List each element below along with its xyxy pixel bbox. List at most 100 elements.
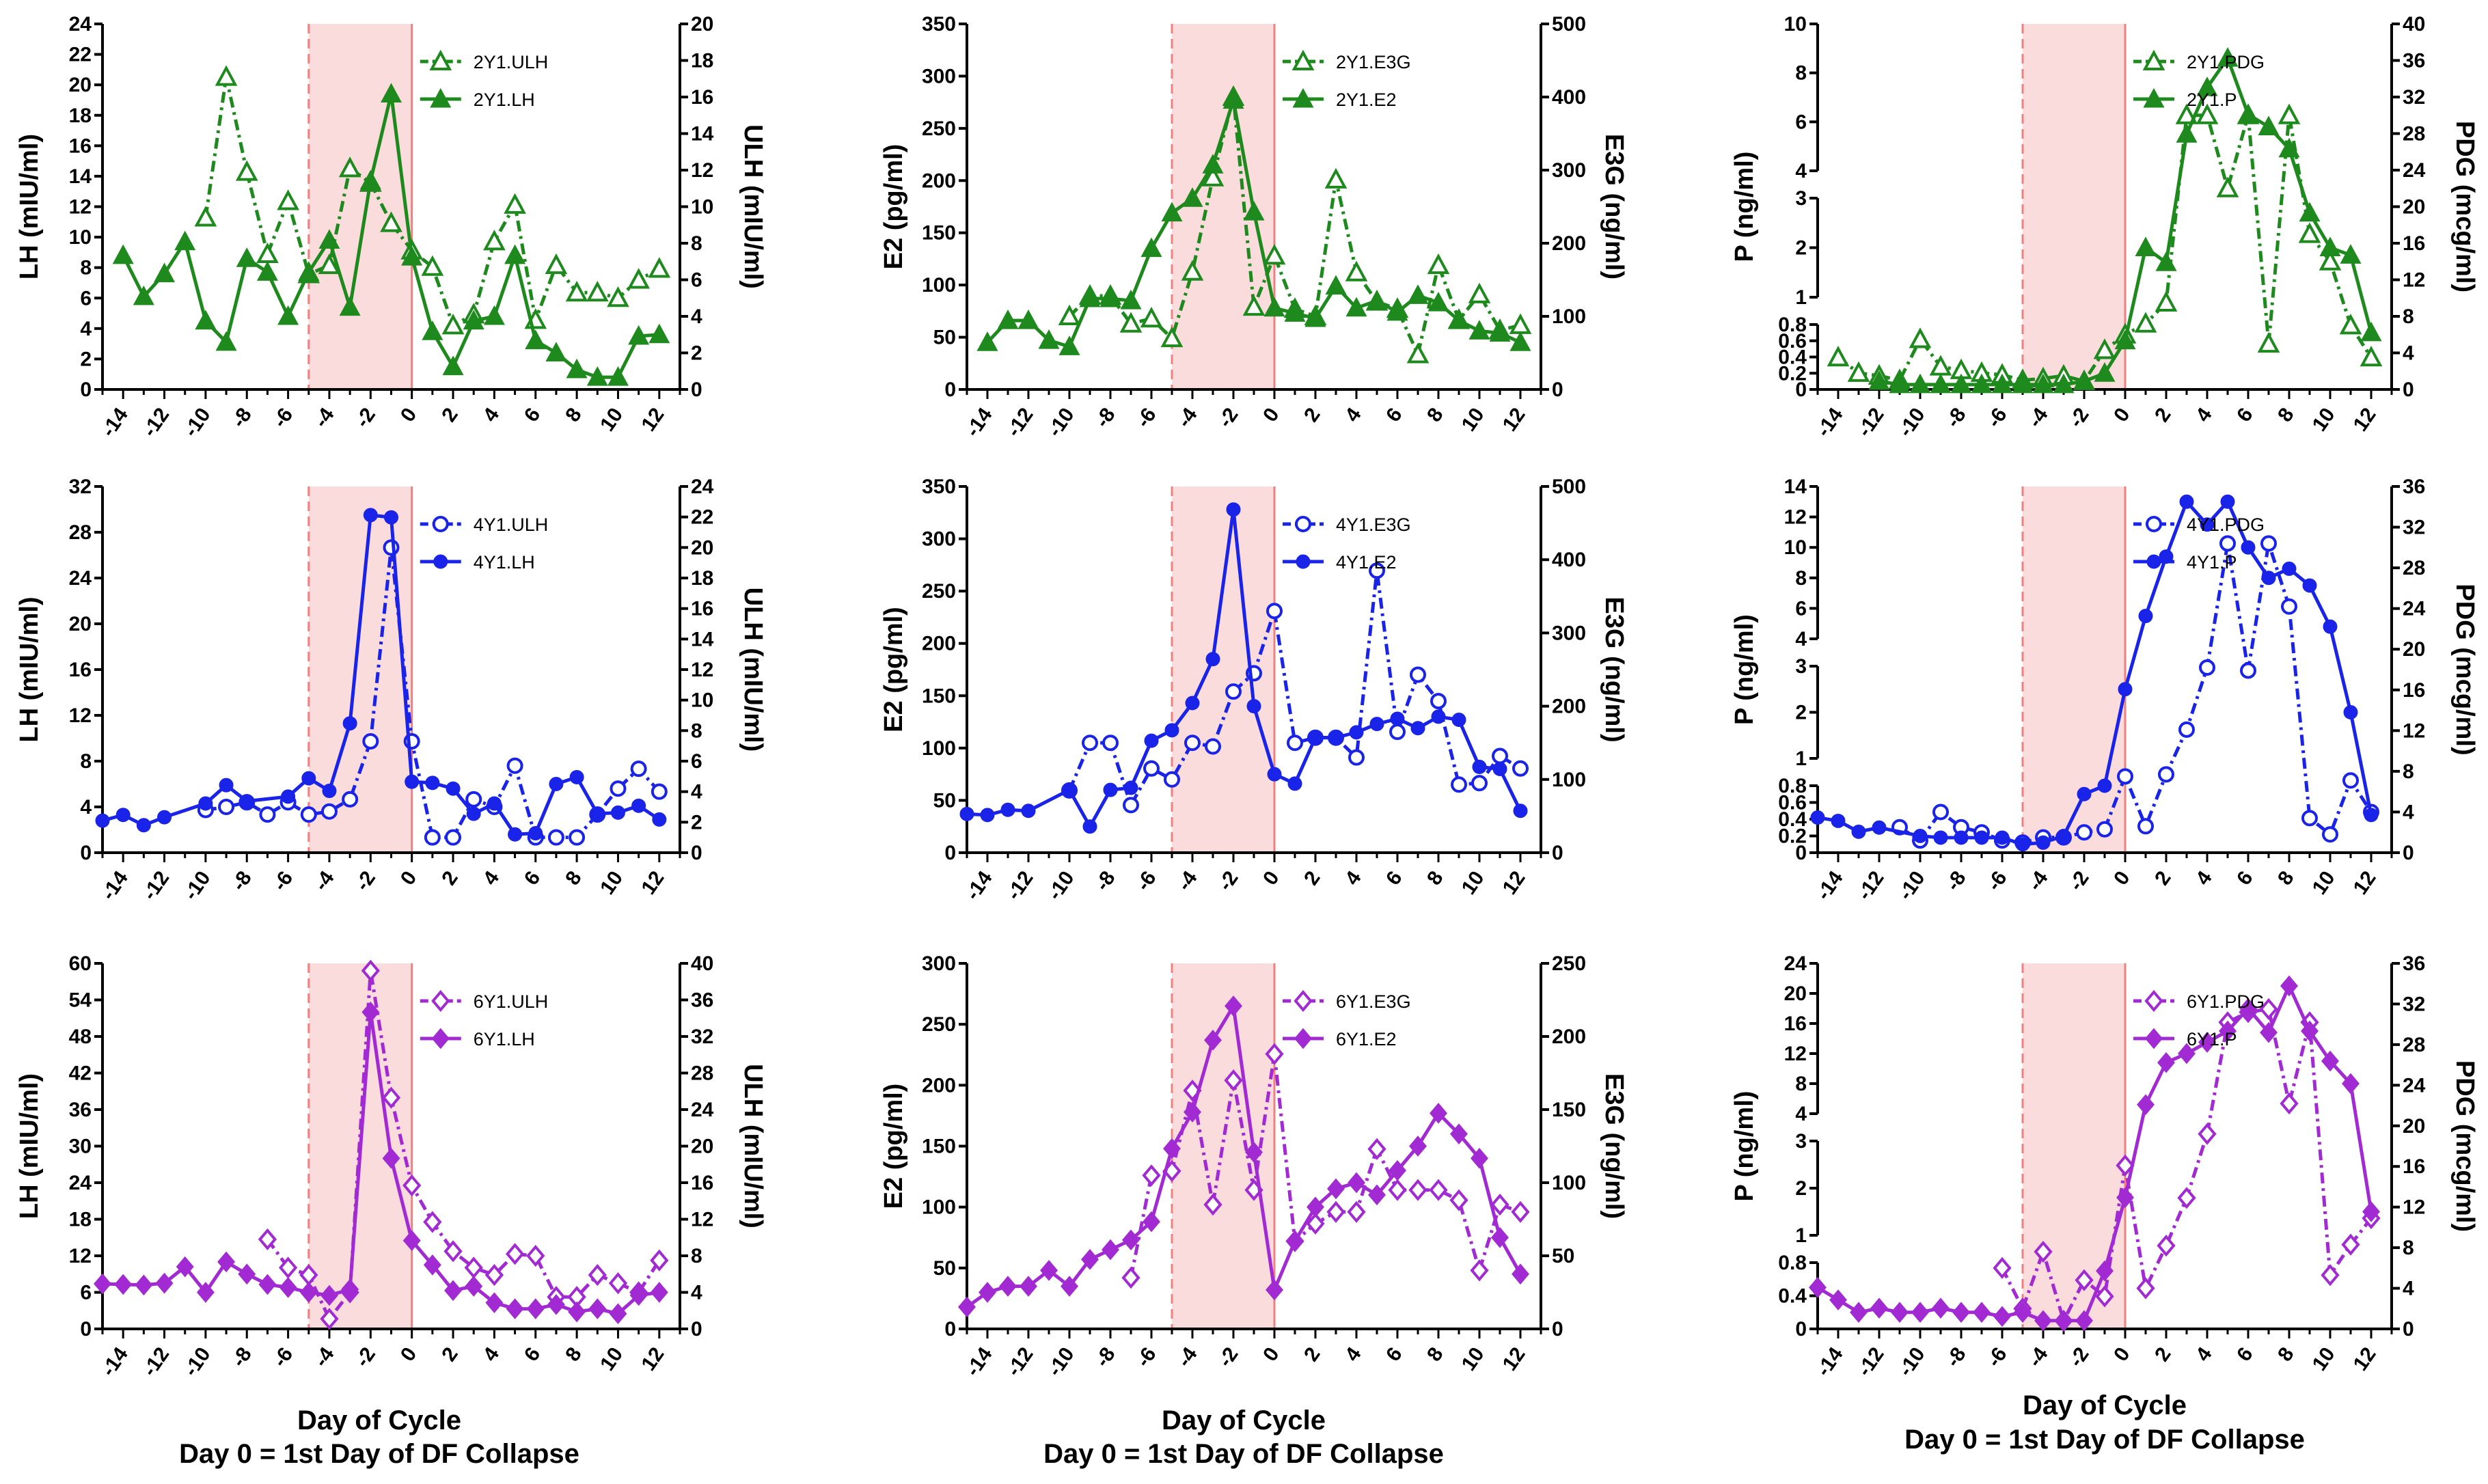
data-point — [1102, 1239, 1119, 1261]
data-point — [2177, 1187, 2196, 1209]
x-tick-label: -10 — [180, 867, 215, 904]
data-point — [2216, 176, 2239, 197]
panel-1: 0501001502002503003500100200300400500-14… — [879, 13, 1628, 441]
legend-label: 2Y1.E2 — [1336, 90, 1397, 110]
data-point — [2298, 222, 2321, 243]
data-point — [2258, 115, 2280, 135]
data-point — [1184, 1101, 1201, 1123]
data-point — [1831, 813, 1846, 828]
left-tick-label: 1 — [1795, 286, 1807, 309]
data-point — [2198, 1123, 2217, 1145]
data-point — [2240, 662, 2256, 679]
data-point — [1872, 820, 1887, 835]
right-tick-label: 200 — [1552, 696, 1586, 718]
right-tick-label: 8 — [691, 719, 702, 742]
left-tick-label: 300 — [922, 952, 956, 975]
series-line — [966, 1004, 1522, 1308]
data-point — [1929, 355, 1952, 376]
right-tick-label: 500 — [1552, 476, 1586, 498]
data-point — [198, 796, 213, 811]
data-point — [342, 716, 357, 731]
x-tick-label: 12 — [1499, 867, 1530, 898]
data-point — [1430, 1103, 1447, 1124]
left-tick-label: 12 — [69, 1245, 92, 1267]
data-point — [508, 827, 523, 842]
data-point — [2155, 251, 2177, 271]
data-point — [380, 83, 402, 103]
left-tick-label: 36 — [69, 1099, 92, 1121]
x-tick-label: 6 — [2232, 404, 2258, 426]
data-point — [1431, 709, 1446, 724]
data-point — [976, 331, 998, 351]
data-point — [402, 1174, 422, 1197]
x-tick-label: -14 — [1812, 867, 1848, 905]
left-tick-label: 2 — [1795, 237, 1807, 260]
legend-marker — [429, 49, 452, 70]
data-point — [1122, 1229, 1140, 1251]
left-tick-label: 200 — [922, 633, 956, 655]
x-tick-label: 10 — [596, 1343, 627, 1375]
legend-label: 2Y1.ULH — [474, 52, 549, 72]
x-tick-label: -12 — [1853, 404, 1889, 441]
right-tick-label: 36 — [2403, 952, 2425, 975]
legend-entry: 4Y1.PDG — [2133, 514, 2265, 535]
data-point — [215, 65, 238, 86]
data-point — [1468, 282, 1491, 303]
data-point — [2136, 1277, 2155, 1300]
x-tick-label: 4 — [1341, 404, 1366, 426]
data-point — [281, 789, 296, 804]
data-point — [2257, 331, 2280, 353]
data-point — [630, 760, 647, 778]
right-tick-label: 6 — [691, 750, 702, 773]
left-tick-label: 14 — [1784, 476, 1807, 498]
left-tick-label: 0 — [80, 1318, 92, 1341]
series-6Y1.LH — [94, 1002, 668, 1325]
y2-axis-label: PDG (mcg/ml) — [2450, 121, 2479, 292]
data-point — [1203, 1194, 1222, 1216]
data-point — [423, 1254, 441, 1276]
data-point — [1304, 307, 1326, 327]
right-tick-label: 4 — [691, 305, 702, 328]
data-point — [2360, 345, 2383, 367]
data-point — [2323, 619, 2338, 634]
data-point — [2137, 818, 2154, 835]
data-point — [1245, 1142, 1263, 1163]
data-point — [1202, 154, 1224, 174]
x-tick-label: -6 — [269, 404, 297, 432]
data-point — [2034, 1310, 2052, 1332]
right-tick-label: 18 — [691, 50, 713, 72]
data-point — [1451, 776, 1467, 793]
data-point — [380, 211, 402, 232]
data-point — [277, 189, 299, 210]
data-point — [1121, 1267, 1140, 1289]
data-point — [1389, 724, 1406, 741]
left-tick-label: 0.4 — [1778, 1285, 1807, 1308]
right-tick-label: 12 — [691, 1209, 713, 1231]
legend-marker — [2146, 554, 2161, 569]
data-point — [361, 959, 380, 982]
data-point — [300, 806, 317, 823]
data-point — [1993, 1306, 2011, 1328]
data-point — [1082, 819, 1097, 834]
data-point — [1889, 373, 1911, 394]
x-tick-label: -8 — [228, 404, 256, 432]
series-4Y1.P — [1810, 494, 2379, 852]
left-tick-label: 0 — [80, 379, 92, 401]
left-tick-label: 3 — [1795, 1130, 1807, 1153]
x-tick-label: -12 — [1853, 867, 1889, 904]
data-point — [2321, 1050, 2339, 1072]
data-point — [1952, 1302, 1970, 1323]
data-point — [2260, 1021, 2278, 1043]
right-tick-label: 16 — [691, 86, 713, 109]
data-point — [2134, 312, 2157, 333]
series-2Y1.E2 — [976, 89, 1531, 355]
x-tick-label: -4 — [2023, 1343, 2053, 1371]
data-point — [2281, 598, 2297, 615]
data-point — [608, 1272, 628, 1295]
x-tick-label: -6 — [1132, 404, 1160, 432]
left-tick-label: 0.2 — [1778, 362, 1807, 385]
data-point — [1263, 297, 1285, 317]
right-tick-label: 24 — [2403, 1074, 2426, 1097]
series-4Y1.E3G — [1061, 562, 1529, 814]
data-point — [1511, 1200, 1530, 1223]
